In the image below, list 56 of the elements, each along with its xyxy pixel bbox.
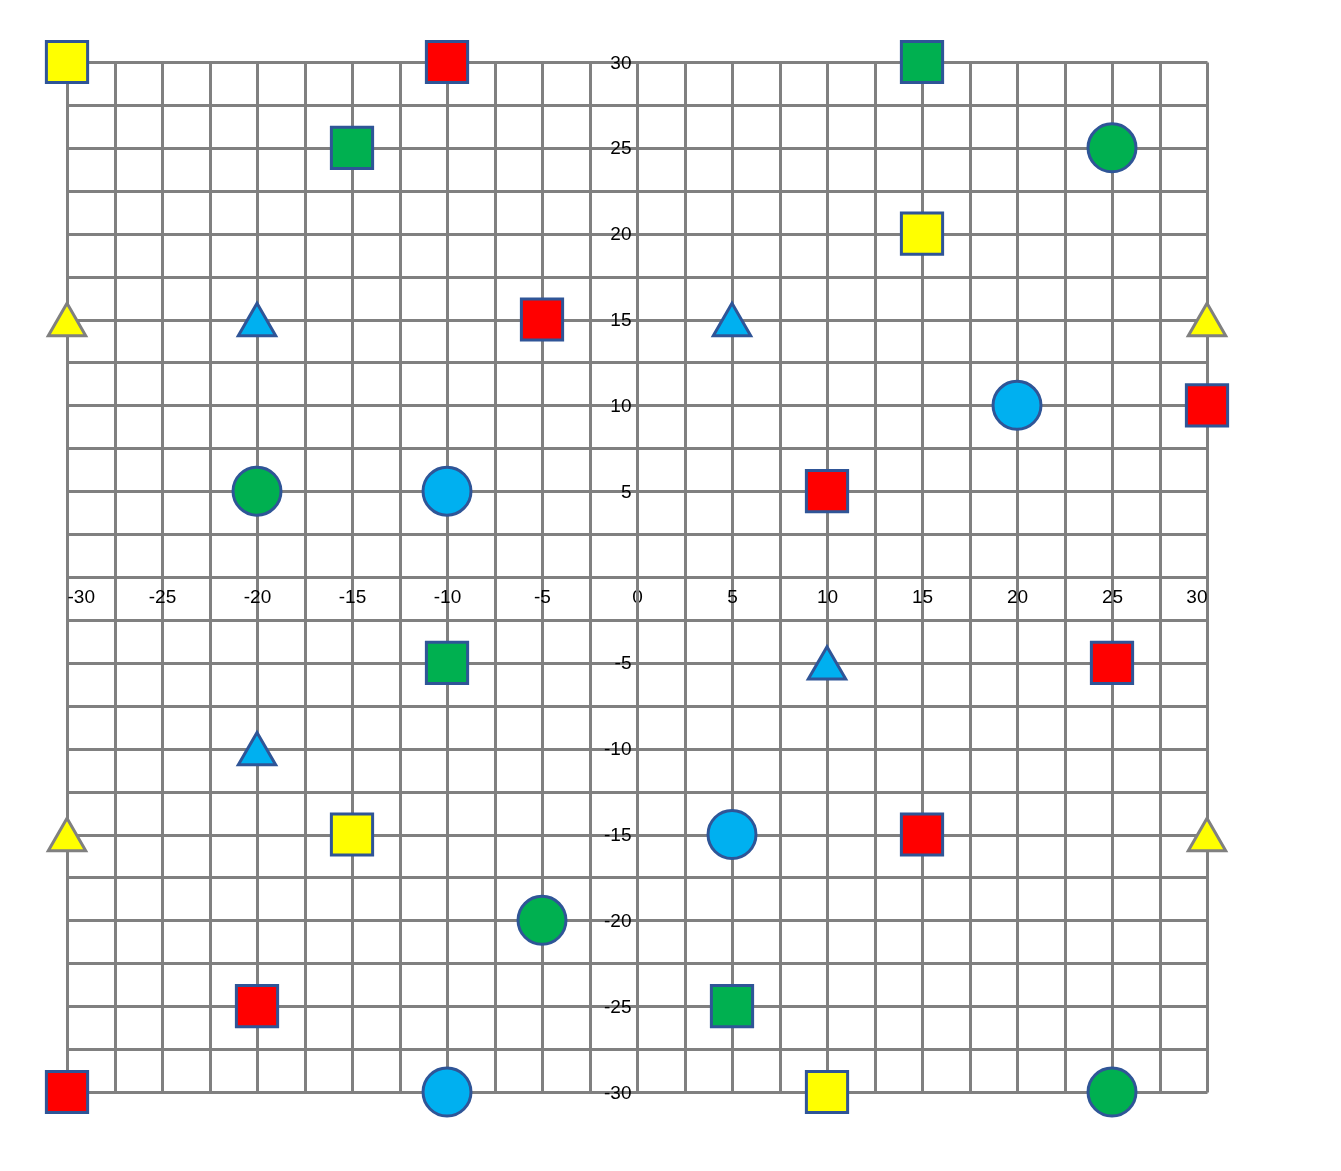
point: [46, 816, 88, 853]
y-tick-label: -20: [604, 909, 632, 931]
x-tick-label: -15: [338, 585, 367, 607]
x-tick-label: 5: [727, 585, 738, 607]
y-tick-label: -30: [604, 1081, 632, 1103]
point: [236, 301, 278, 338]
x-tick-label: -10: [433, 585, 462, 607]
y-tick-label: -25: [604, 995, 632, 1017]
y-tick-label: 15: [610, 309, 632, 330]
y-tick-label: 20: [610, 223, 632, 245]
point: [806, 645, 848, 681]
point: [899, 211, 945, 256]
point: [1184, 383, 1230, 428]
point: [519, 297, 565, 342]
y-tick-label: 5: [620, 480, 632, 502]
point: [516, 894, 568, 946]
point: [1086, 1066, 1138, 1118]
point: [1186, 816, 1228, 853]
point: [1186, 301, 1228, 338]
point: [709, 984, 755, 1029]
point: [899, 39, 945, 85]
y-tick-label: -5: [614, 652, 632, 674]
x-tick-label: -30: [67, 585, 95, 607]
point: [421, 1066, 473, 1118]
y-tick-label: -15: [604, 824, 632, 845]
x-tick-label: -20: [243, 585, 272, 607]
point: [991, 379, 1043, 431]
point: [44, 39, 90, 85]
point: [329, 812, 375, 857]
y-tick-label: 25: [610, 137, 632, 159]
point: [711, 301, 753, 338]
x-tick-label: 25: [1101, 585, 1124, 607]
point: [329, 125, 375, 170]
y-tick-label: 10: [610, 394, 632, 416]
y-tick-label: -10: [604, 738, 632, 760]
point: [424, 640, 470, 685]
x-tick-label: -5: [534, 585, 551, 607]
point: [706, 809, 758, 860]
point: [424, 39, 470, 85]
point: [46, 301, 88, 338]
y-tick-label: 30: [610, 51, 632, 73]
x-tick-label: 15: [911, 585, 934, 607]
point: [1089, 640, 1135, 685]
x-tick-label: -25: [148, 585, 177, 607]
point: [234, 984, 280, 1029]
point: [231, 465, 283, 517]
point: [44, 1069, 90, 1115]
point: [236, 730, 278, 767]
point: [804, 1069, 850, 1115]
point: [1086, 122, 1138, 174]
point: [421, 465, 473, 517]
x-tick-label: 30: [1186, 585, 1208, 607]
x-tick-label: 10: [816, 585, 839, 607]
x-tick-label: 20: [1006, 585, 1029, 607]
point: [804, 469, 850, 514]
point: [899, 812, 945, 857]
